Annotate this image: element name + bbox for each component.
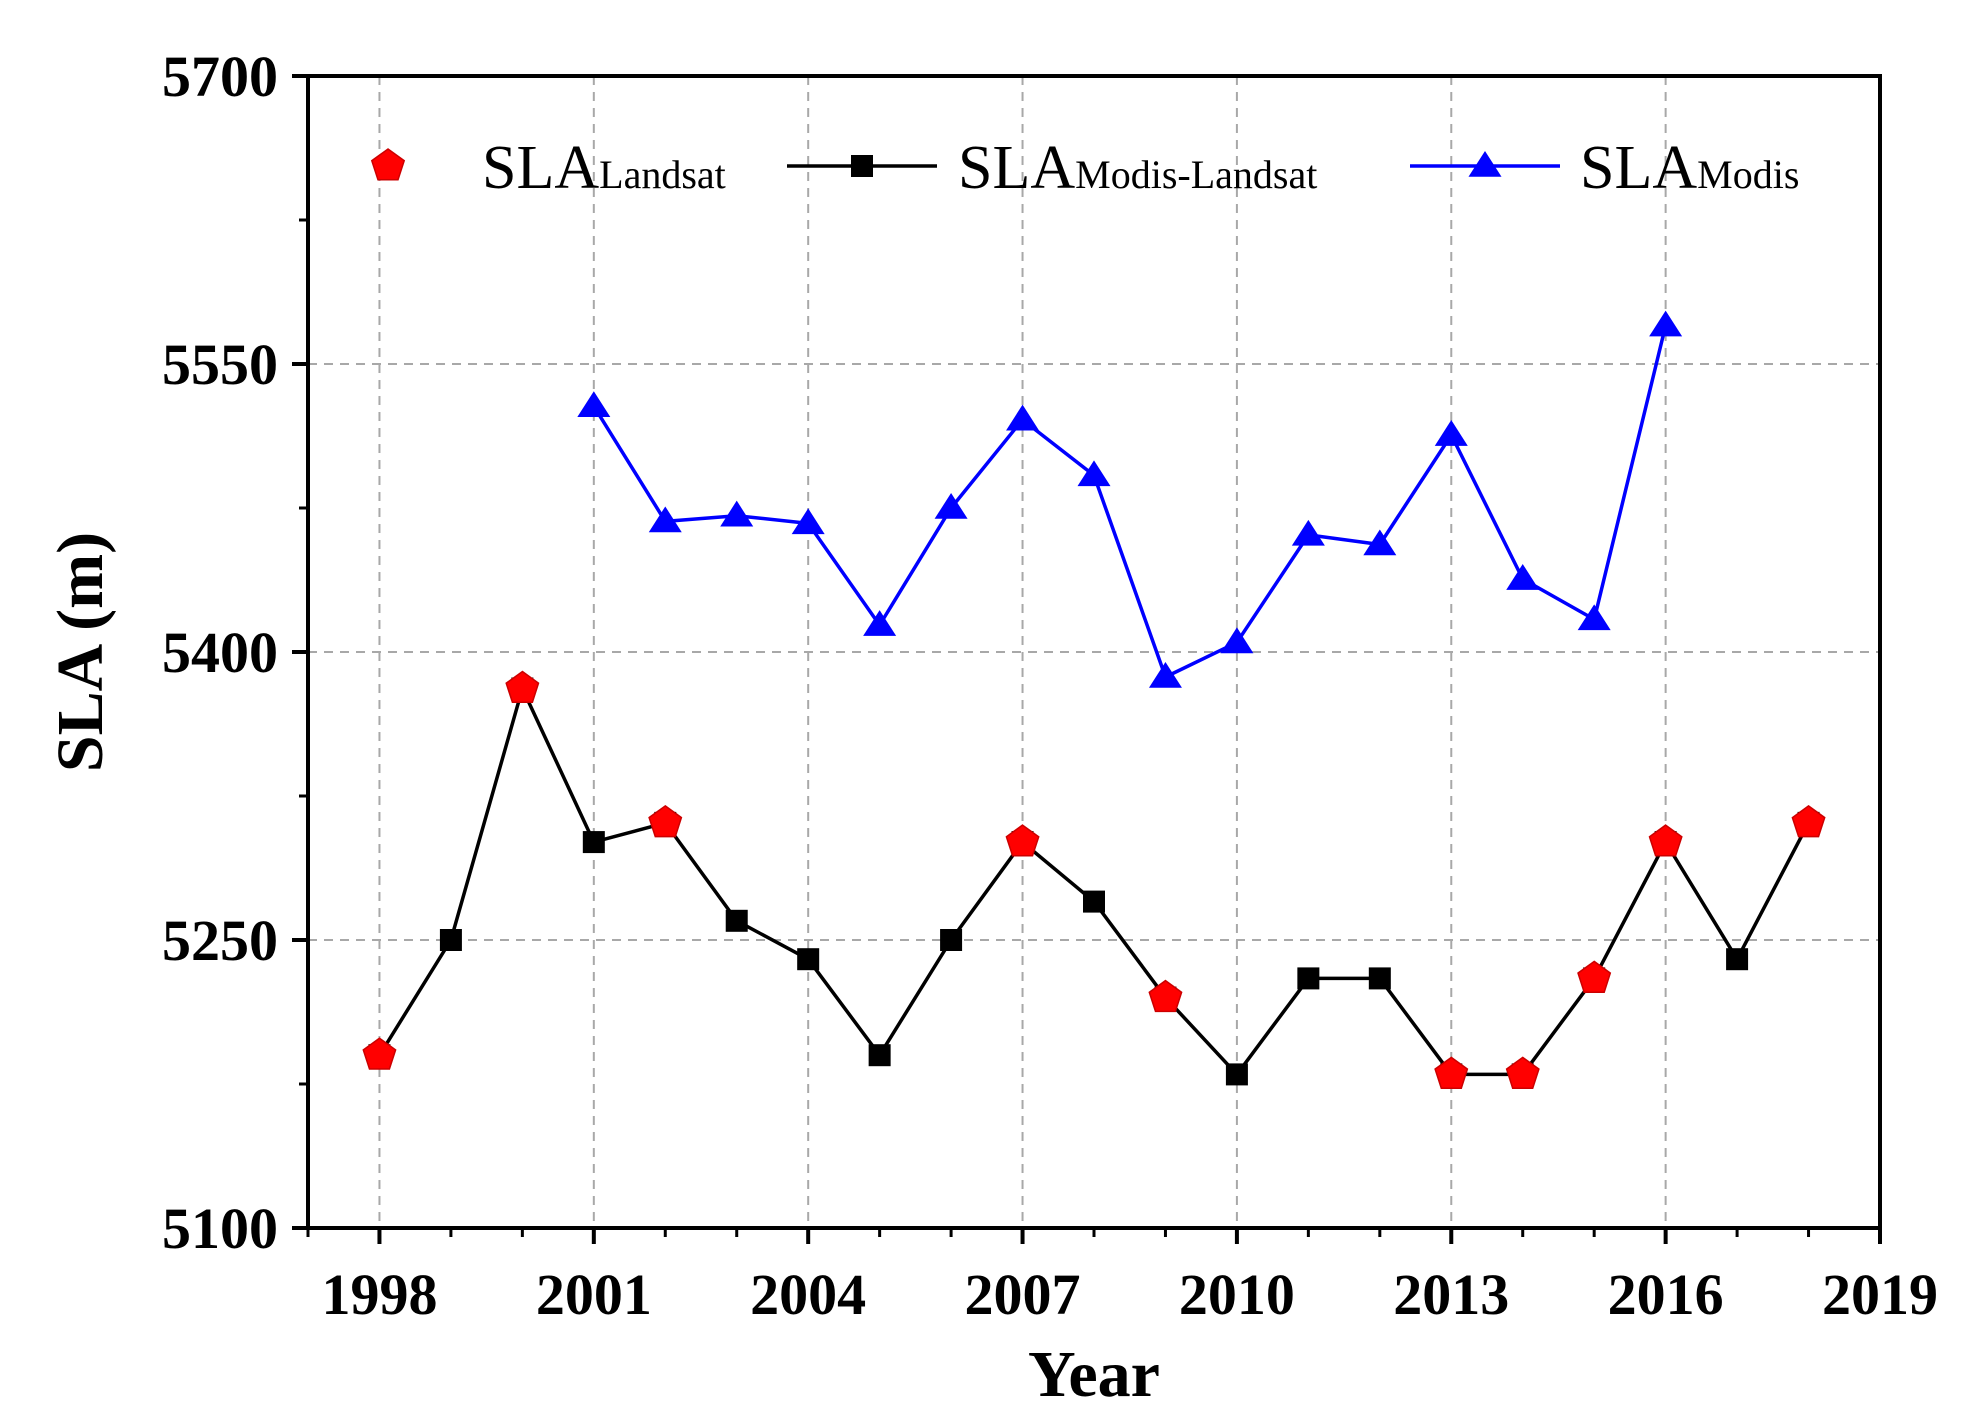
data-point: [505, 670, 540, 703]
data-point: [725, 909, 748, 932]
y-axis-title: SLA (m): [44, 532, 117, 772]
data-point: [1506, 564, 1540, 590]
legend: SLALandsat SLAModis-Landsat SLAModis: [370, 134, 1799, 202]
y-tick-label: 5550: [162, 332, 278, 397]
y-tick-label: 5250: [162, 908, 278, 973]
x-tick-label: 2001: [536, 1262, 652, 1327]
data-series: [362, 310, 1826, 1089]
x-tick-label: 2013: [1393, 1262, 1509, 1327]
x-axis-title: Year: [1028, 1338, 1160, 1411]
x-tick-label: 2019: [1822, 1262, 1938, 1327]
legend-label: SLALandsat: [482, 134, 726, 202]
y-tick-label: 5700: [162, 44, 278, 109]
legend-item-modis: SLAModis: [1410, 134, 1799, 202]
data-point: [648, 804, 683, 838]
axis-ticks: 1998 2001 2004 2007 2010 2013 2016 2019 5100 5250…: [162, 44, 1938, 1327]
data-point: [1648, 824, 1683, 857]
data-point: [1577, 604, 1611, 631]
data-point: [1368, 967, 1391, 990]
legend-label: SLAModis: [1580, 134, 1799, 202]
data-point: [1148, 661, 1182, 688]
data-point: [1291, 519, 1325, 546]
x-tick-label: 2007: [965, 1262, 1081, 1327]
data-point: [1363, 529, 1397, 556]
data-point: [1791, 804, 1826, 838]
data-point: [1077, 460, 1111, 487]
data-point: [1083, 890, 1105, 913]
data-point: [1434, 420, 1468, 446]
y-tick-label: 5100: [162, 1196, 278, 1261]
data-point: [720, 500, 754, 527]
legend-marker: [851, 155, 873, 177]
data-point: [582, 831, 605, 854]
data-point: [863, 610, 897, 636]
data-point: [1726, 948, 1749, 971]
x-tick-label: 1998: [321, 1262, 437, 1327]
data-point: [868, 1044, 891, 1067]
data-point: [648, 506, 682, 533]
data-point: [577, 391, 611, 418]
legend-marker: [370, 148, 406, 181]
y-tick-label: 5400: [162, 620, 278, 685]
data-point: [1148, 979, 1183, 1013]
data-point: [1005, 824, 1040, 857]
data-point: [362, 1037, 397, 1070]
data-point: [439, 929, 462, 951]
legend-item-modis-landsat: SLAModis-Landsat: [787, 134, 1317, 202]
data-point: [791, 508, 825, 535]
x-tick-label: 2010: [1179, 1262, 1295, 1327]
data-point: [1006, 404, 1040, 431]
series-landsat: [362, 670, 1826, 1089]
data-point: [934, 493, 968, 519]
data-point: [1434, 1056, 1469, 1089]
data-point: [940, 929, 963, 951]
legend-marker: [1468, 151, 1502, 177]
legend-label: SLAModis-Landsat: [958, 134, 1317, 202]
x-tick-label: 2016: [1608, 1262, 1724, 1327]
data-point: [797, 948, 820, 971]
data-point: [1649, 310, 1683, 337]
data-point: [1297, 967, 1320, 990]
series-line: [592, 325, 1668, 679]
x-tick-label: 2004: [750, 1262, 866, 1327]
data-point: [1220, 627, 1254, 654]
data-point: [1577, 960, 1612, 993]
legend-item-landsat: SLALandsat: [370, 134, 726, 202]
data-point: [1505, 1056, 1540, 1089]
series-modis: [577, 310, 1683, 688]
data-point: [1225, 1063, 1248, 1086]
